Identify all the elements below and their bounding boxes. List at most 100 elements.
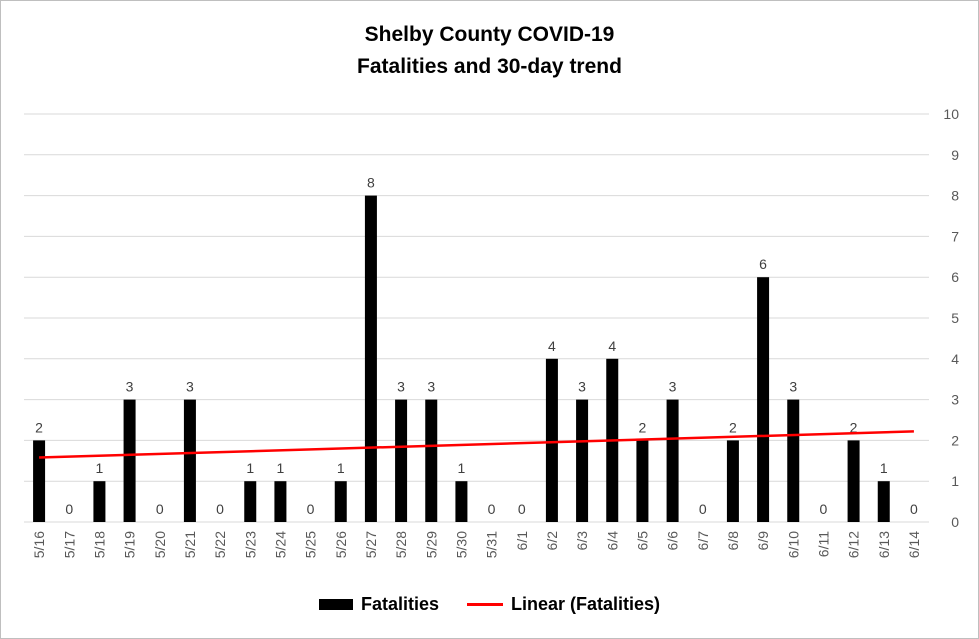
x-tick-label: 5/29 xyxy=(423,531,439,558)
bar xyxy=(123,399,136,522)
bar xyxy=(395,399,408,522)
data-label: 3 xyxy=(427,379,435,395)
chart-title: Shelby County COVID-19 Fatalities and 30… xyxy=(1,19,978,83)
x-tick-label: 5/21 xyxy=(182,531,198,558)
data-label: 0 xyxy=(820,501,828,517)
x-tick-label: 5/23 xyxy=(242,531,258,558)
x-tick-label: 6/13 xyxy=(876,531,892,558)
x-tick-label: 6/4 xyxy=(604,531,620,551)
data-label: 2 xyxy=(35,419,43,435)
x-tick-label: 5/30 xyxy=(453,531,469,558)
bar xyxy=(455,481,468,522)
y-tick-label: 0 xyxy=(951,514,959,530)
y-tick-label: 3 xyxy=(951,392,959,408)
bar xyxy=(787,399,800,522)
x-tick-label: 6/3 xyxy=(574,531,590,551)
x-tick-label: 6/10 xyxy=(785,531,801,558)
x-tick-label: 5/26 xyxy=(333,531,349,558)
y-tick-label: 7 xyxy=(951,228,959,244)
legend-item-fatalities: Fatalities xyxy=(318,593,439,615)
data-label: 0 xyxy=(518,501,526,517)
x-tick-label: 5/28 xyxy=(393,531,409,558)
data-label: 3 xyxy=(789,379,797,395)
bar xyxy=(666,399,679,522)
data-label: 1 xyxy=(277,460,285,476)
y-tick-label: 6 xyxy=(951,269,959,285)
x-tick-label: 6/11 xyxy=(815,531,831,557)
data-label: 3 xyxy=(126,379,134,395)
data-label: 2 xyxy=(729,419,737,435)
bar xyxy=(726,440,739,522)
legend: Fatalities Linear (Fatalities) xyxy=(1,589,978,619)
bar xyxy=(33,440,46,522)
bar xyxy=(545,358,558,522)
data-label: 8 xyxy=(367,175,375,191)
data-label: 0 xyxy=(307,501,315,517)
y-tick-label: 2 xyxy=(951,432,959,448)
data-label: 4 xyxy=(548,338,556,354)
chart-title-line-2: Fatalities and 30-day trend xyxy=(357,55,622,78)
bar xyxy=(847,440,860,522)
bar xyxy=(364,195,377,522)
x-tick-label: 5/31 xyxy=(484,531,500,558)
x-tick-label: 5/20 xyxy=(152,531,168,558)
bar xyxy=(425,399,438,522)
data-label: 1 xyxy=(880,460,888,476)
x-tick-label: 5/16 xyxy=(31,531,47,558)
data-label: 0 xyxy=(699,501,707,517)
legend-label-fatalities: Fatalities xyxy=(360,593,439,614)
x-tick-label: 6/6 xyxy=(665,531,681,551)
chart-title-line-1: Shelby County COVID-19 xyxy=(364,23,615,46)
x-tick-label: 6/5 xyxy=(634,531,650,551)
data-label: 6 xyxy=(759,256,767,272)
x-tick-label: 5/19 xyxy=(122,531,138,558)
data-label: 3 xyxy=(186,379,194,395)
bar xyxy=(636,440,649,522)
trendline xyxy=(39,430,914,459)
legend-item-trendline: Linear (Fatalities) xyxy=(466,593,661,615)
y-tick-label: 4 xyxy=(951,351,959,367)
x-tick-label: 6/7 xyxy=(695,531,711,551)
data-label: 1 xyxy=(246,460,254,476)
bar xyxy=(334,481,347,522)
x-tick-label: 6/2 xyxy=(544,531,560,551)
x-tick-label: 6/14 xyxy=(906,531,922,558)
bar xyxy=(183,399,196,522)
bar xyxy=(757,277,770,522)
data-label: 2 xyxy=(639,419,647,435)
y-tick-label: 9 xyxy=(951,147,959,163)
x-tick-label: 6/12 xyxy=(846,531,862,558)
legend-label-trendline: Linear (Fatalities) xyxy=(510,593,661,614)
bar xyxy=(93,481,106,522)
legend-swatch-bar xyxy=(318,598,353,610)
data-label: 0 xyxy=(488,501,496,517)
y-tick-label: 1 xyxy=(951,473,959,489)
y-tick-label: 8 xyxy=(951,188,959,204)
x-tick-label: 6/1 xyxy=(514,531,530,551)
data-label: 3 xyxy=(578,379,586,395)
data-label: 3 xyxy=(397,379,405,395)
legend-swatch-line xyxy=(466,602,503,606)
x-tick-label: 5/22 xyxy=(212,531,228,558)
data-label: 2 xyxy=(850,419,858,435)
bar xyxy=(877,481,890,522)
data-label: 1 xyxy=(337,460,345,476)
data-label: 1 xyxy=(96,460,104,476)
x-tick-label: 5/18 xyxy=(91,531,107,558)
bar xyxy=(244,481,257,522)
bar xyxy=(274,481,287,522)
x-tick-label: 5/24 xyxy=(272,531,288,558)
data-label: 0 xyxy=(156,501,164,517)
x-tick-label: 5/17 xyxy=(61,531,77,558)
y-tick-label: 10 xyxy=(943,106,959,122)
x-tick-label: 5/25 xyxy=(303,531,319,558)
x-tick-label: 6/9 xyxy=(755,531,771,551)
data-label: 4 xyxy=(608,338,616,354)
data-label: 0 xyxy=(910,501,918,517)
data-label: 0 xyxy=(65,501,73,517)
x-tick-label: 5/27 xyxy=(363,531,379,558)
data-label: 0 xyxy=(216,501,224,517)
data-label: 3 xyxy=(669,379,677,395)
